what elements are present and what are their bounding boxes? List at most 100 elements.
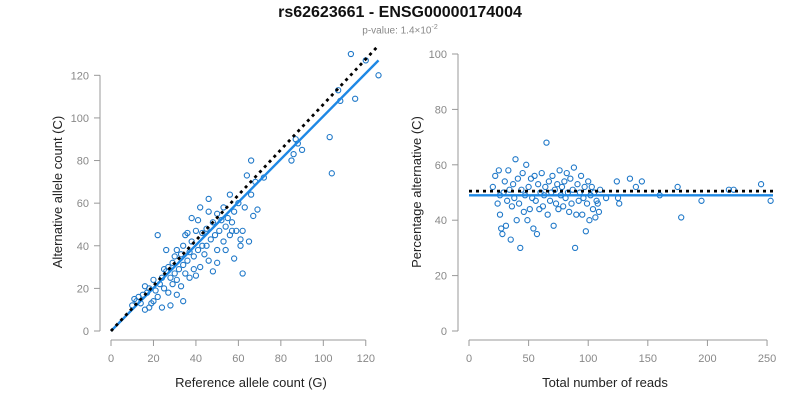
data-point — [532, 197, 539, 204]
data-point — [536, 205, 543, 213]
data-point — [554, 181, 561, 188]
x-tick-label: 250 — [758, 353, 776, 365]
data-point — [243, 172, 251, 179]
data-point — [230, 208, 238, 215]
data-point — [199, 242, 206, 249]
p-value-exponent: -2 — [431, 24, 438, 31]
data-point — [542, 183, 549, 191]
data-point — [560, 203, 567, 210]
data-point — [288, 157, 295, 164]
data-point — [254, 206, 261, 213]
x-tick-label: 150 — [639, 353, 657, 365]
data-point — [574, 181, 581, 188]
data-point — [216, 227, 223, 235]
data-point — [222, 246, 229, 254]
data-point — [492, 172, 499, 180]
data-point — [555, 205, 562, 213]
data-point — [502, 222, 510, 229]
data-point — [180, 298, 187, 305]
data-point — [203, 225, 210, 232]
data-point — [698, 197, 705, 204]
data-point — [177, 283, 185, 290]
data-point — [214, 259, 221, 266]
data-point — [290, 150, 297, 158]
data-point — [194, 246, 202, 254]
data-point — [505, 167, 512, 174]
data-point — [561, 178, 568, 185]
data-point — [583, 200, 591, 207]
data-point — [501, 178, 508, 185]
y-tick-label: 20 — [77, 283, 89, 295]
y-tick-label: 20 — [435, 271, 447, 283]
reference-line — [109, 44, 380, 332]
data-point — [173, 246, 180, 254]
data-point — [539, 203, 547, 210]
data-point — [169, 280, 176, 288]
data-point — [173, 276, 180, 284]
chart-panel-2: 0 50 100 150 200 250 0 20 40 60 80 100 Total number … — [409, 49, 776, 390]
data-point — [160, 285, 168, 292]
data-point — [205, 208, 212, 215]
data-point — [674, 183, 681, 191]
x-tick-label: 50 — [522, 353, 534, 365]
data-point — [211, 231, 219, 239]
data-point — [523, 161, 530, 168]
data-point — [582, 228, 589, 235]
data-point — [534, 181, 542, 188]
data-point — [594, 200, 601, 207]
data-point — [201, 251, 208, 258]
data-point — [496, 211, 504, 218]
data-point — [222, 223, 229, 230]
data-point — [228, 219, 236, 226]
data-point — [141, 283, 149, 290]
data-point — [495, 167, 502, 174]
data-point — [328, 170, 335, 177]
data-point — [197, 204, 204, 211]
chart-panel-1: 0 20 40 60 80 100 120 0 20 40 60 80 100 120 Reference … — [50, 44, 382, 390]
y-tick-label: 80 — [77, 156, 89, 168]
x-tick-label: 0 — [466, 353, 472, 365]
data-point — [194, 217, 202, 224]
data-point — [237, 242, 244, 249]
y-tick-label: 120 — [71, 70, 89, 82]
data-point — [571, 244, 579, 252]
data-point — [524, 217, 531, 224]
data-point — [538, 169, 545, 177]
data-point — [207, 236, 214, 243]
data-point — [586, 217, 593, 224]
data-point — [209, 268, 217, 275]
data-point — [199, 229, 206, 237]
data-point — [626, 175, 634, 182]
data-point — [520, 208, 527, 216]
data-point — [577, 172, 585, 180]
data-point — [525, 183, 532, 191]
data-point — [563, 169, 570, 177]
data-point — [570, 164, 578, 171]
data-point — [678, 214, 685, 221]
y-tick-label: 100 — [429, 49, 447, 61]
y-tick-label: 40 — [435, 215, 447, 227]
data-point — [154, 293, 161, 301]
data-point — [549, 172, 556, 180]
x-tick-label: 200 — [698, 353, 716, 365]
data-point — [507, 236, 514, 243]
data-point — [568, 200, 575, 207]
data-point — [613, 178, 620, 185]
data-point — [545, 178, 553, 185]
x-tick-label: 20 — [147, 353, 159, 365]
data-point — [757, 181, 765, 188]
data-point — [519, 169, 526, 177]
data-point — [214, 246, 221, 254]
data-point — [585, 178, 592, 185]
data-point — [180, 261, 187, 269]
points-series — [489, 139, 774, 252]
data-point — [767, 197, 774, 204]
y-axis-title: Percentage alternative (C) — [409, 116, 424, 268]
data-point — [165, 289, 172, 296]
y-tick-label: 0 — [83, 326, 89, 338]
data-point — [192, 272, 200, 279]
data-point — [616, 200, 623, 207]
data-point — [184, 229, 191, 237]
data-point — [546, 197, 554, 204]
